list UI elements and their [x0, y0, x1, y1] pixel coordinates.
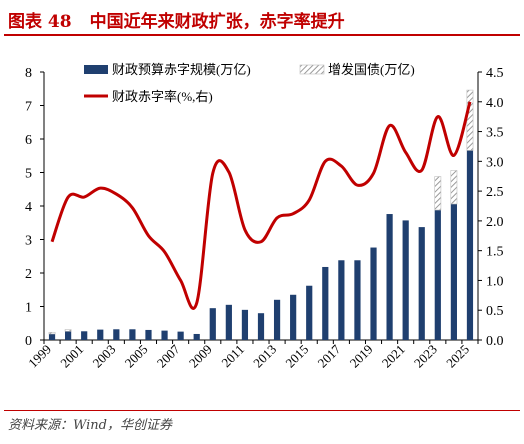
- x-tick-label: 2013: [250, 342, 279, 371]
- deficit-bar: [370, 247, 377, 340]
- source-note: 资料来源：Wind，华创证券: [8, 418, 172, 433]
- deficit-bar: [113, 329, 120, 340]
- right-tick-label: 3.0: [486, 155, 504, 170]
- x-tick-label: 2015: [282, 342, 311, 371]
- x-tick-label: 2011: [218, 342, 247, 371]
- left-tick-label: 8: [25, 66, 32, 81]
- special-bond-bar: [450, 170, 458, 205]
- legend-label-special-bond: 增发国债(万亿): [328, 62, 415, 77]
- legend: 财政预算赤字规模(万亿) 增发国债(万亿) 财政赤字率(%,右): [84, 62, 415, 104]
- left-tick-label: 0: [25, 334, 32, 349]
- deficit-bar: [273, 299, 281, 340]
- deficit-bar: [48, 333, 56, 340]
- special-bond-bar: [64, 329, 72, 332]
- deficit-bar: [81, 331, 88, 340]
- footer-divider: [4, 410, 520, 411]
- figure-header: 图表 48 中国近年来财政扩张，赤字率提升: [8, 4, 516, 34]
- deficit-bar: [290, 294, 297, 340]
- left-tick-label: 3: [25, 234, 32, 249]
- right-tick-label: 4.5: [486, 66, 504, 81]
- left-tick-label: 2: [25, 267, 32, 282]
- left-tick-label: 1: [25, 301, 32, 316]
- deficit-bar: [65, 331, 72, 340]
- figure-label: 图表 48: [8, 11, 72, 32]
- right-tick-label: 2.5: [486, 185, 504, 200]
- deficit-bar: [418, 227, 425, 340]
- left-tick-label: 6: [25, 133, 32, 148]
- deficit-bar: [466, 150, 474, 340]
- special-bond-bar: [466, 89, 474, 151]
- axes: 0123456780.00.51.01.52.02.53.03.54.04.51…: [25, 66, 504, 371]
- deficit-bar: [322, 266, 329, 340]
- deficit-bar: [306, 285, 313, 340]
- x-tick-label: 2001: [57, 342, 86, 371]
- deficit-bar: [450, 203, 457, 340]
- deficit-ratio-line: [50, 101, 472, 310]
- deficit-bar: [386, 214, 393, 340]
- right-tick-label: 0.0: [486, 334, 504, 349]
- deficit-bar: [402, 220, 409, 340]
- legend-swatch-deficit: [84, 65, 108, 74]
- right-tick-label: 1.0: [486, 274, 504, 289]
- x-tick-label: 2025: [443, 342, 472, 371]
- deficit-bar: [225, 304, 232, 340]
- line-layer: [50, 101, 472, 310]
- x-tick-label: 2021: [379, 342, 408, 371]
- title-divider: [4, 34, 520, 36]
- left-tick-label: 7: [25, 100, 32, 115]
- legend-label-deficit: 财政预算赤字规模(万亿): [112, 62, 251, 77]
- deficit-bar: [241, 309, 249, 340]
- deficit-bar: [97, 329, 104, 340]
- deficit-bar: [338, 260, 345, 340]
- legend-swatch-special-bond: [299, 64, 325, 75]
- deficit-bar: [434, 210, 441, 340]
- bars: [48, 89, 474, 340]
- deficit-bar: [145, 329, 152, 340]
- deficit-bar: [161, 330, 168, 340]
- left-tick-label: 5: [25, 167, 32, 182]
- x-tick-label: 2023: [411, 342, 440, 371]
- chart: 0123456780.00.51.01.52.02.53.03.54.04.51…: [25, 62, 504, 371]
- right-tick-label: 4.0: [486, 96, 504, 111]
- left-tick-label: 4: [25, 200, 32, 215]
- x-tick-label: 2009: [186, 342, 215, 371]
- deficit-bar: [193, 333, 200, 340]
- figure-title: 中国近年来财政扩张，赤字率提升: [89, 11, 345, 32]
- deficit-bar: [209, 308, 216, 340]
- right-tick-label: 2.0: [486, 215, 504, 230]
- x-tick-label: 2019: [347, 342, 376, 371]
- legend-label-ratio: 财政赤字率(%,右): [112, 89, 213, 104]
- deficit-bar: [257, 313, 265, 340]
- special-bond-bar: [48, 331, 56, 335]
- x-tick-label: 2017: [315, 341, 344, 370]
- right-tick-label: 0.5: [486, 304, 504, 319]
- deficit-bar: [354, 260, 361, 340]
- right-tick-label: 3.5: [486, 126, 504, 141]
- x-tick-label: 2005: [122, 342, 151, 371]
- deficit-bar: [129, 329, 136, 340]
- deficit-bar: [177, 331, 184, 340]
- x-tick-label: 2007: [154, 341, 183, 370]
- x-tick-label: 2003: [89, 342, 118, 371]
- right-tick-label: 1.5: [486, 245, 504, 260]
- special-bond-bar: [434, 176, 442, 211]
